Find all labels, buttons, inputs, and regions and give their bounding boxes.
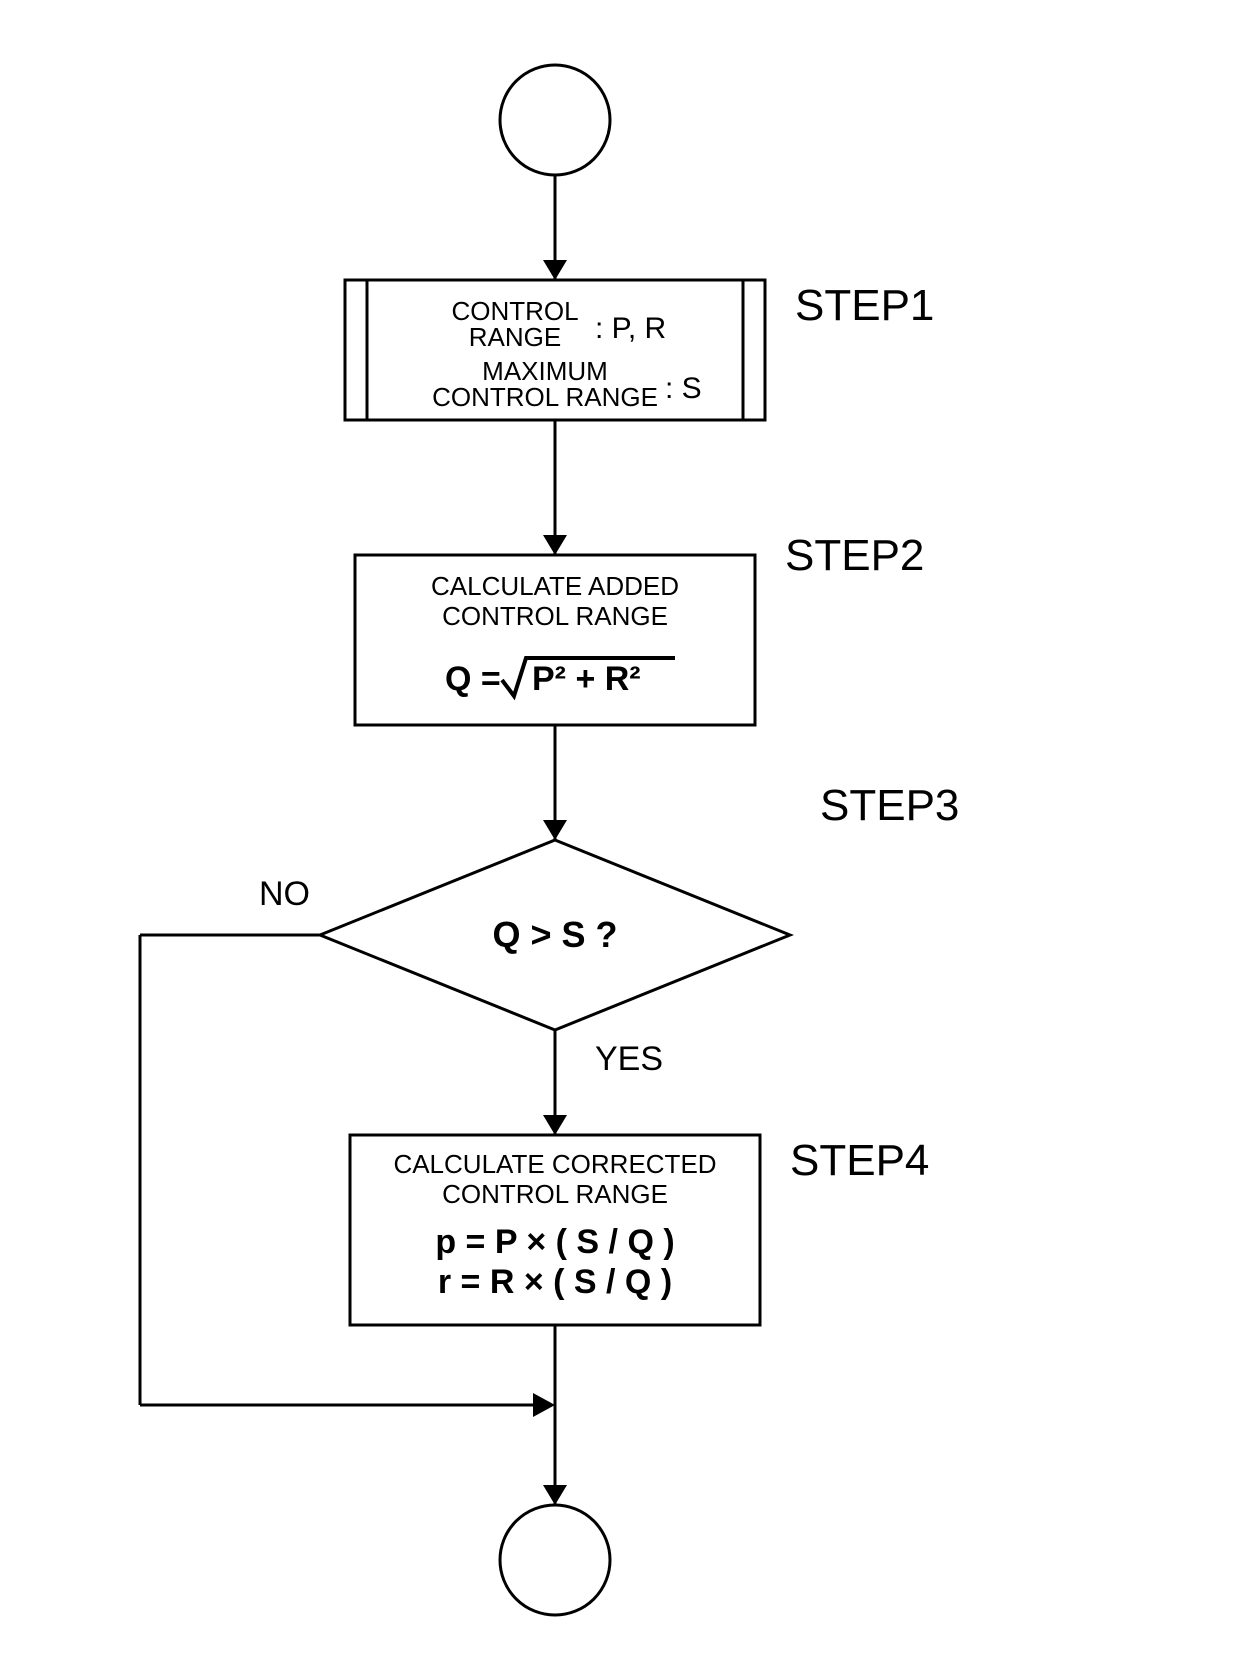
label-text: CONTROL RANGE — [442, 601, 668, 631]
label-text: : P, R — [595, 312, 666, 345]
label-text: STEP1 — [795, 281, 934, 330]
label-text: STEP2 — [785, 531, 924, 580]
label-text: RANGE — [469, 322, 561, 352]
label-text: CONTROL RANGE — [432, 382, 658, 412]
label-text: CONTROL RANGE — [442, 1179, 668, 1209]
label-text: p = P × ( S / Q ) — [435, 1223, 674, 1261]
canvas-bg — [0, 0, 1244, 1663]
label-text: P² + R² — [532, 660, 641, 698]
label-text: : S — [665, 372, 702, 405]
label-text: NO — [259, 875, 310, 913]
label-text: STEP3 — [820, 781, 959, 830]
label-text: YES — [595, 1040, 663, 1078]
label-text: Q = — [445, 660, 501, 698]
label-text: r = R × ( S / Q ) — [438, 1263, 672, 1301]
label-text: CALCULATE CORRECTED — [393, 1149, 716, 1179]
label-text: STEP4 — [790, 1136, 929, 1185]
label-text: CALCULATE ADDED — [431, 571, 679, 601]
label-text: Q > S ? — [492, 914, 617, 955]
